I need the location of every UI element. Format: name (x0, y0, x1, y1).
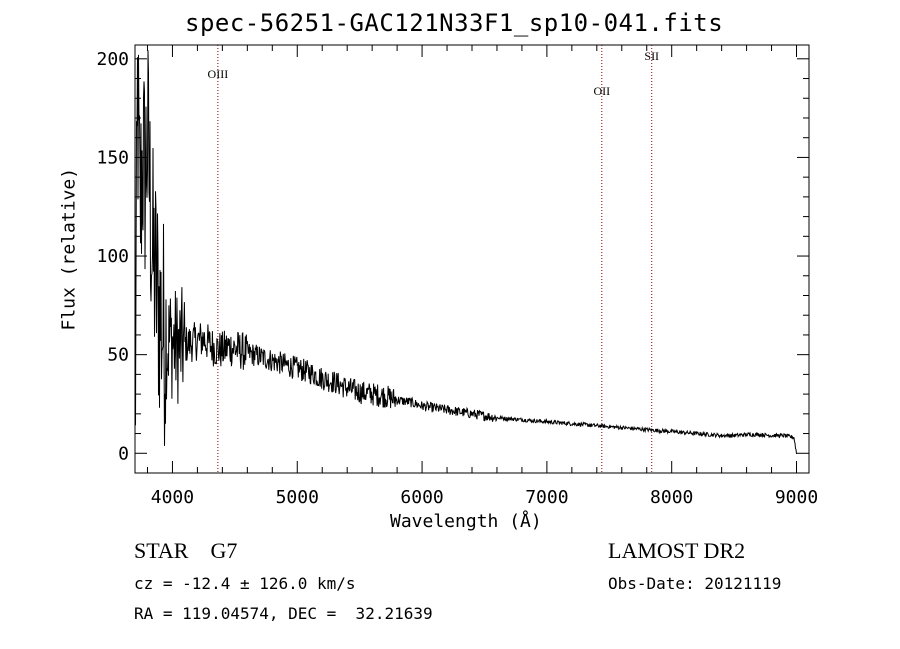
x-tick-label: 4000 (151, 487, 194, 508)
y-tick-label: 200 (96, 49, 129, 70)
survey-label: LAMOST DR2 (608, 538, 746, 563)
y-tick-label: 150 (96, 147, 129, 168)
spectrum-line (134, 50, 797, 455)
tick-labels: 4000 5000 6000 7000 8000 9000 0 50 100 150 200 OIII… (96, 49, 818, 508)
axis-ticks (135, 45, 809, 473)
coordinates-text: RA = 119.04574, DEC = 32.21639 (134, 604, 433, 623)
emission-line-label: OIII (208, 67, 229, 81)
velocity-text: cz = -12.4 ± 126.0 km/s (134, 574, 356, 593)
chart-title: spec-56251-GAC121N33F1_sp10-041.fits (185, 9, 724, 37)
plot-frame (134, 44, 810, 474)
emission-line-label: OII (593, 84, 610, 98)
x-tick-label: 8000 (650, 487, 693, 508)
y-axis-label: Flux (relative) (58, 167, 80, 331)
y-tick-label: 0 (118, 443, 129, 464)
y-tick-label: 50 (107, 345, 129, 366)
y-tick-label: 100 (96, 246, 129, 267)
x-tick-label: 5000 (276, 487, 319, 508)
x-tick-label: 9000 (775, 487, 818, 508)
emission-line-label: SII (644, 49, 659, 63)
x-axis-label: Wavelength (Å) (390, 511, 542, 532)
object-class: STAR G7 (134, 538, 238, 563)
emission-lines (217, 45, 653, 473)
x-tick-label: 6000 (400, 487, 443, 508)
obs-date-text: Obs-Date: 20121119 (608, 574, 782, 593)
x-tick-label: 7000 (525, 487, 568, 508)
